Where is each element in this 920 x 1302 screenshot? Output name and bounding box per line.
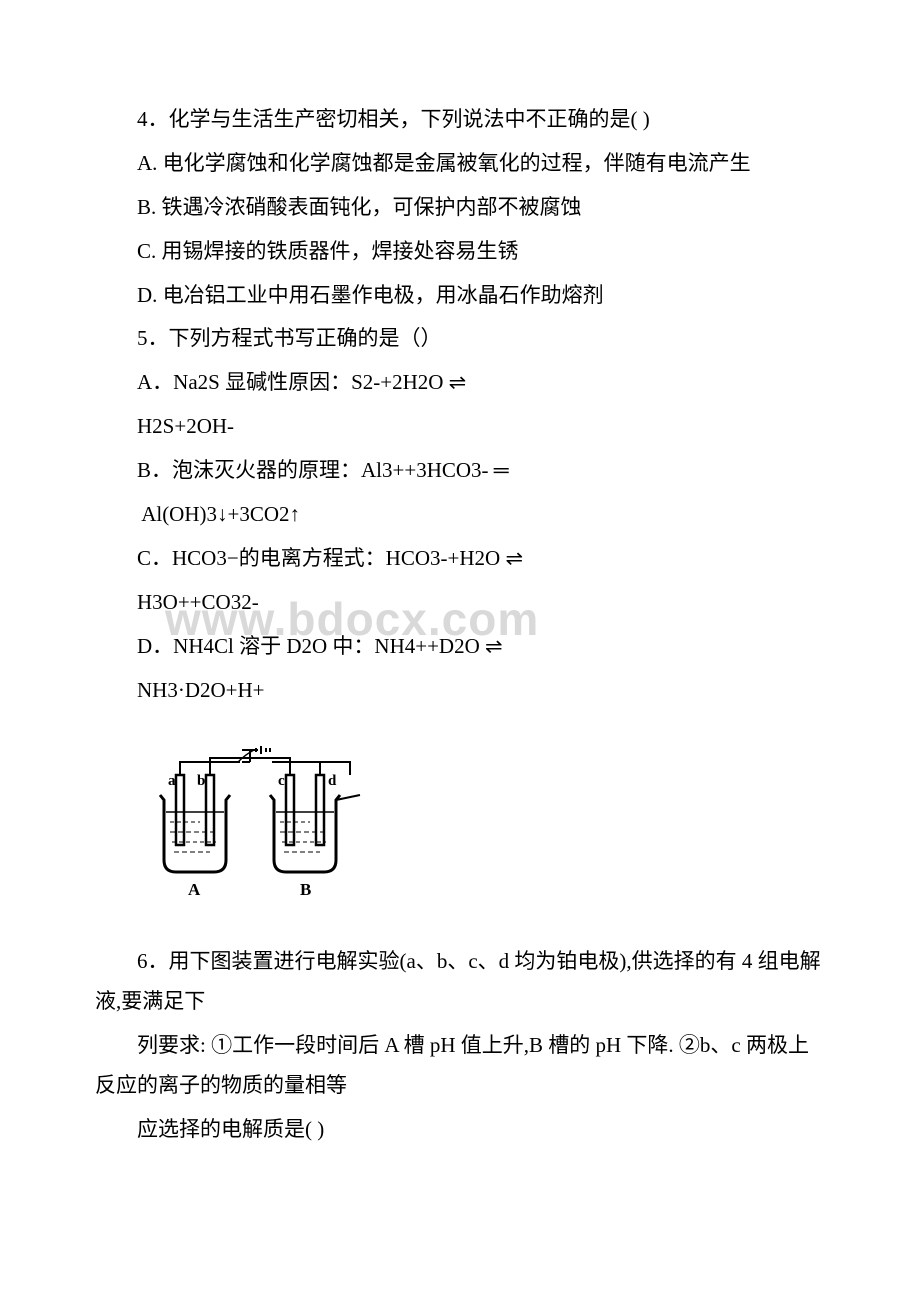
q5-option-c-line2: H3O++CO32- [95,583,825,623]
q4-option-d: D. 电冶铝工业中用石墨作电极，用冰晶石作助熔剂 [95,276,825,316]
q5-option-b-line1: B．泡沫灭火器的原理：Al3++3HCO3- ═ [95,451,825,491]
electrode-d-label: d [328,773,337,789]
q6-line1: 6．用下图装置进行电解实验(a、b、c、d 均为铂电极),供选择的有 4 组电解… [95,942,825,1022]
q6-line3: 应选择的电解质是( ) [95,1110,825,1150]
q5-option-c-line1: C．HCO3−的电离方程式：HCO3-+H2O ⇌ [95,539,825,579]
q5-option-d-line1: D．NH4Cl 溶于 D2O 中：NH4++D2O ⇌ [95,627,825,667]
electrolysis-diagram: a b c d A B [150,740,825,924]
electrode-c-label: c [278,773,285,789]
electrode-a-label: a [168,773,176,789]
q5-option-a-line2: H2S+2OH- [95,407,825,447]
electrode-b-label: b [197,773,205,789]
beaker-b-label: B [300,880,311,899]
q4-option-b: B. 铁遇冷浓硝酸表面钝化，可保护内部不被腐蚀 [95,188,825,228]
q5-stem: 5．下列方程式书写正确的是（） [95,319,825,359]
q4-option-c: C. 用锡焊接的铁质器件，焊接处容易生锈 [95,232,825,272]
q4-option-a: A. 电化学腐蚀和化学腐蚀都是金属被氧化的过程，伴随有电流产生 [95,144,825,184]
document-content: 4．化学与生活生产密切相关，下列说法中不正确的是( ) A. 电化学腐蚀和化学腐… [95,100,825,1150]
q5-option-b-line2: Al(OH)3↓+3CO2↑ [141,495,825,535]
q5-option-a-line1: A．Na2S 显碱性原因：S2-+2H2O ⇌ [95,363,825,403]
q6-line2: 列要求: ①工作一段时间后 A 槽 pH 值上升,B 槽的 pH 下降. ②b、… [95,1026,825,1106]
beaker-a-label: A [188,880,201,899]
q5-option-d-line2: NH3·D2O+H+ [95,671,825,711]
q4-stem: 4．化学与生活生产密切相关，下列说法中不正确的是( ) [95,100,825,140]
